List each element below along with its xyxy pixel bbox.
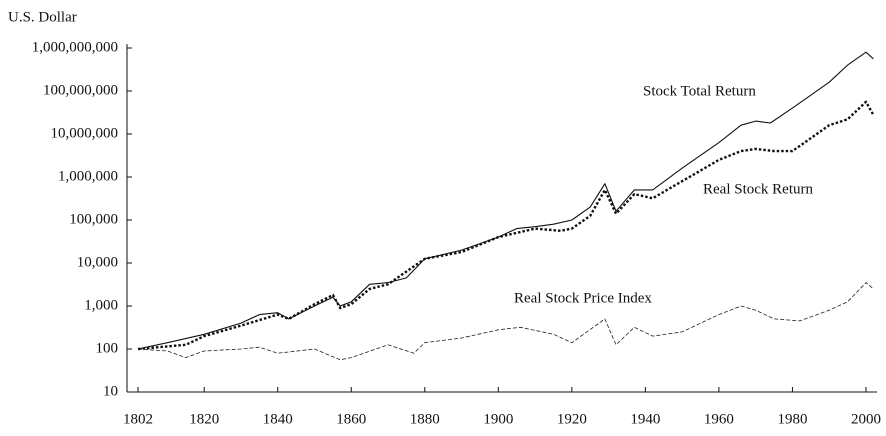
series-line <box>137 51 874 350</box>
y-axis-label: U.S. Dollar <box>8 9 77 25</box>
x-tick-label: 1820 <box>189 411 219 427</box>
x-tick-label: 1840 <box>263 411 293 427</box>
x-tick-label: 1802 <box>123 411 153 427</box>
series-label: Real Stock Return <box>703 181 813 197</box>
x-tick-label: 1920 <box>557 411 587 427</box>
y-tick-label: 100 <box>96 340 119 356</box>
x-tick-label: 1900 <box>483 411 513 427</box>
series-label: Real Stock Price Index <box>514 290 652 306</box>
series-label: Stock Total Return <box>643 83 756 99</box>
x-tick-label: 1960 <box>704 411 734 427</box>
x-tick-label: 2000 <box>851 411 881 427</box>
x-tick-label: 1980 <box>777 411 807 427</box>
x-tick-label: 1880 <box>410 411 440 427</box>
y-tick-label: 10,000,000 <box>51 125 119 141</box>
x-tick-label: 1940 <box>630 411 660 427</box>
y-tick-label: 1,000,000,000 <box>32 39 118 55</box>
series-line <box>137 100 875 351</box>
y-tick-label: 1,000 <box>84 297 118 313</box>
y-tick-label: 100,000 <box>69 211 118 227</box>
y-tick-label: 10 <box>103 383 118 399</box>
y-tick-label: 100,000,000 <box>43 82 118 98</box>
y-tick-label: 10,000 <box>77 254 118 270</box>
y-tick-label: 1,000,000 <box>58 168 118 184</box>
series-line <box>137 282 874 361</box>
x-tick-label: 1860 <box>336 411 366 427</box>
